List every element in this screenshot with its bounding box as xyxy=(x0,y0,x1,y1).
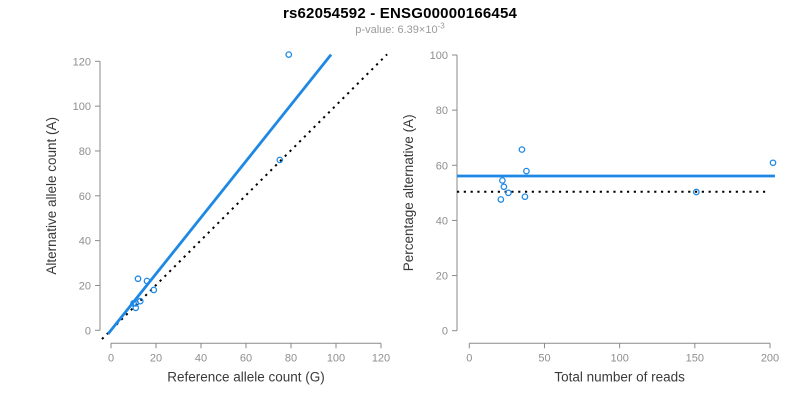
right-x-tick-label: 150 xyxy=(686,352,704,364)
right-x-tick-label: 100 xyxy=(610,352,628,364)
left-data-point xyxy=(150,286,158,294)
right-data-point xyxy=(518,146,526,153)
left-y-tick-label: 80 xyxy=(79,146,91,158)
left-x-tick-label: 60 xyxy=(240,352,252,364)
right-y-tick-label: 0 xyxy=(442,326,448,338)
left-data-point xyxy=(143,277,151,285)
left-y-tick-label: 100 xyxy=(73,101,91,113)
right-y-tick-label: 40 xyxy=(436,215,448,227)
left-y-tick-label: 120 xyxy=(73,56,91,68)
right-x-tick-label: 50 xyxy=(538,352,550,364)
right-y-axis-title: Percentage alternative (A) xyxy=(401,114,416,271)
left-x-tick-label: 100 xyxy=(327,352,345,364)
left-data-point xyxy=(285,51,293,58)
right-data-point xyxy=(500,183,508,191)
left-y-tick-label: 0 xyxy=(85,325,91,337)
right-data-point xyxy=(692,188,700,196)
left-x-tick-label: 40 xyxy=(195,352,207,364)
p-value-text: p-value: 6.39×10 xyxy=(355,24,438,36)
left-x-tick-label: 80 xyxy=(285,352,297,364)
left-y-axis-title: Alternative allele count (A) xyxy=(44,117,59,275)
left-data-point xyxy=(134,275,142,283)
left-y-tick-label: 40 xyxy=(79,236,91,248)
left-y-tick-label: 60 xyxy=(79,191,91,203)
right-y-tick-label: 80 xyxy=(436,105,448,117)
right-x-tick-label: 0 xyxy=(466,352,472,364)
right-data-point xyxy=(523,167,530,175)
left-y-tick-label: 20 xyxy=(79,280,91,292)
left-x-axis-title: Reference allele count (G) xyxy=(167,369,325,384)
left-x-tick-label: 120 xyxy=(372,352,390,364)
right-y-tick-label: 20 xyxy=(436,271,448,283)
left-x-tick-label: 20 xyxy=(150,352,162,364)
fit-line xyxy=(106,53,333,335)
p-value-exponent: -3 xyxy=(437,21,445,31)
left-data-point xyxy=(136,297,144,305)
right-data-point xyxy=(499,177,506,184)
left-x-tick-label: 0 xyxy=(108,352,114,364)
right-x-axis-title: Total number of reads xyxy=(554,369,685,384)
left-data-point xyxy=(276,156,284,164)
left-data-point xyxy=(132,304,140,312)
plot-subtitle: p-value: 6.39×10-3 xyxy=(0,21,800,36)
right-data-point xyxy=(521,193,529,201)
right-y-tick-label: 100 xyxy=(430,50,448,62)
plot-title: rs62054592 - ENSG00000166454 xyxy=(282,5,518,22)
right-x-tick-label: 200 xyxy=(761,352,779,364)
identity-line xyxy=(101,53,388,340)
right-data-point xyxy=(505,189,512,197)
right-y-tick-label: 60 xyxy=(436,160,448,172)
right-data-point xyxy=(769,159,777,167)
right-data-point xyxy=(497,196,505,203)
